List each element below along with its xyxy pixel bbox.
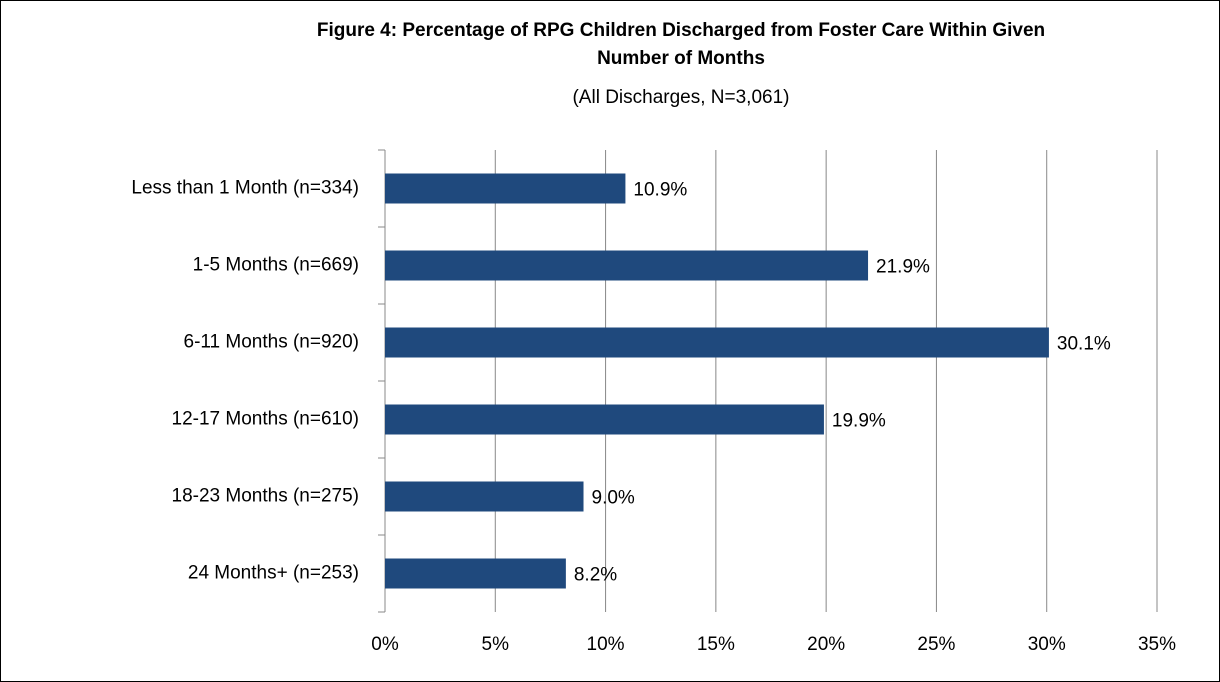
y-tick-label: 18-23 Months (n=275): [172, 486, 359, 507]
y-tick-label: Less than 1 Month (n=334): [131, 178, 359, 199]
data-label: 9.0%: [592, 488, 635, 509]
x-tick-label: 5%: [482, 634, 510, 655]
bar: [385, 250, 869, 281]
x-tick-label: 15%: [697, 634, 735, 655]
chart-subtitle: (All Discharges, N=3,061): [572, 87, 790, 108]
x-tick-label: 10%: [587, 634, 625, 655]
x-tick-label: 20%: [807, 634, 845, 655]
data-label: 30.1%: [1057, 334, 1111, 355]
data-label: 10.9%: [633, 180, 687, 201]
bar: [385, 173, 626, 204]
y-tick-label: 6-11 Months (n=920): [184, 332, 360, 353]
x-tick-label: 25%: [917, 634, 955, 655]
y-tick-label: 1-5 Months (n=669): [193, 255, 359, 276]
data-label: 21.9%: [876, 257, 930, 278]
y-tick-label: 24 Months+ (n=253): [188, 563, 359, 584]
bar: [385, 481, 584, 512]
data-label: 19.9%: [832, 411, 886, 432]
bar: [385, 327, 1049, 358]
x-tick-label: 30%: [1028, 634, 1066, 655]
bar: [385, 558, 566, 589]
bar: [385, 404, 824, 435]
data-label: 8.2%: [574, 565, 617, 586]
x-tick-label: 35%: [1138, 634, 1176, 655]
chart-title: Figure 4: Percentage of RPG Children Dis…: [316, 20, 1046, 69]
x-tick-label: 0%: [371, 634, 399, 655]
y-tick-label: 12-17 Months (n=610): [172, 409, 359, 430]
